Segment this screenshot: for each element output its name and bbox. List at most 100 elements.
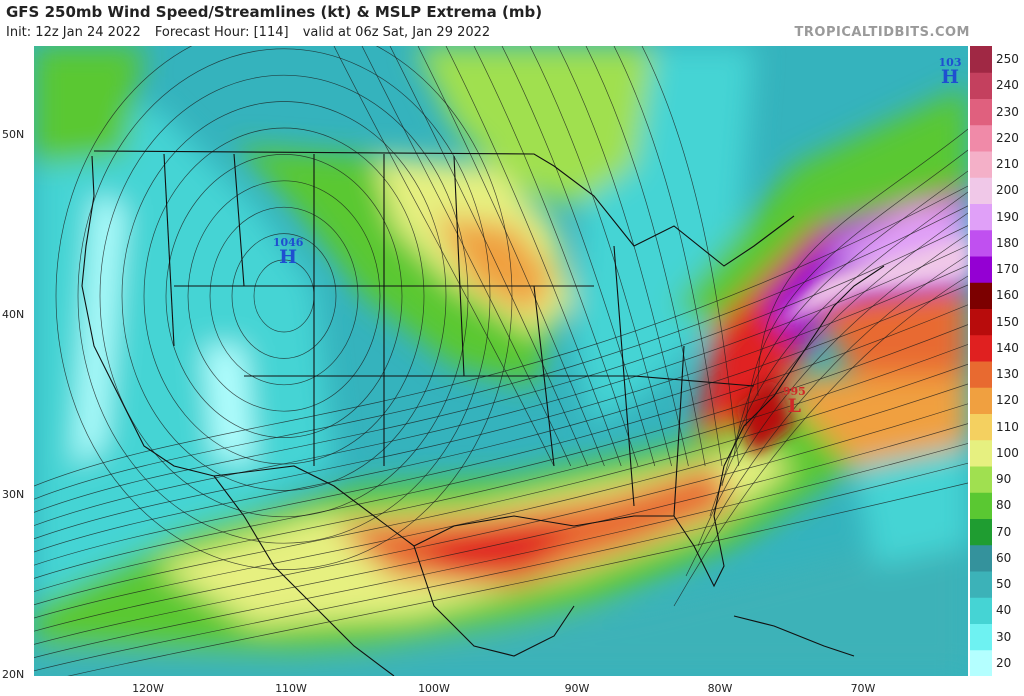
pressure-value: 1046: [272, 236, 304, 249]
streamline: [34, 423, 968, 645]
streamline: [187, 180, 381, 412]
streamline: [757, 128, 968, 397]
streamline: [585, 46, 706, 467]
colorbar-tick-label: 200: [996, 183, 1019, 198]
streamline: [529, 46, 672, 467]
streamline: [121, 101, 447, 491]
streamline: [34, 205, 968, 500]
colorbar-swatch: [970, 623, 992, 651]
lon-label: 100W: [418, 682, 450, 695]
streamline: [34, 443, 968, 658]
pressure-value: 103: [938, 56, 962, 69]
colorbar-swatch: [970, 98, 992, 126]
streamline: [34, 383, 968, 619]
lon-label: 90W: [564, 682, 590, 695]
streamline: [34, 462, 968, 672]
colorbar: [970, 46, 992, 677]
colorbar-swatch: [970, 387, 992, 414]
colorbar-swatch: [970, 177, 992, 204]
wind-map: [34, 46, 968, 676]
lon-label: 70W: [850, 682, 876, 695]
colorbar-tick-label: 20: [996, 655, 1012, 670]
colorbar-tick-label: 190: [996, 209, 1019, 224]
colorbar-tick-label: 210: [996, 157, 1019, 172]
colorbar-swatch: [970, 46, 992, 73]
colorbar-swatch: [970, 282, 992, 309]
streamline: [501, 46, 656, 467]
colorbar-tick-label: 50: [996, 577, 1012, 592]
streamline: [231, 233, 337, 359]
high-pressure-center: 103 H: [934, 57, 966, 87]
colorbar-swatch: [970, 544, 992, 572]
colorbar-tick-label: 130: [996, 367, 1019, 382]
colorbar-swatch: [970, 308, 992, 336]
pressure-symbol: H: [279, 246, 298, 268]
streamline: [641, 46, 740, 467]
pressure-symbol: H: [941, 66, 959, 88]
colorbar-swatch: [970, 518, 992, 546]
boundaries: [81, 150, 885, 676]
lat-label: 20N: [2, 668, 25, 681]
init-time: Init: 12z Jan 24 2022: [6, 25, 141, 40]
colorbar-tick-label: 230: [996, 104, 1019, 119]
colorbar-tick-label: 170: [996, 262, 1019, 277]
streamline: [445, 46, 622, 467]
colorbar-swatch: [970, 72, 992, 99]
streamline: [473, 46, 639, 467]
streamline: [209, 206, 359, 386]
streamline: [67, 482, 968, 676]
streamline: [389, 46, 588, 467]
lat-label: 40N: [2, 308, 25, 321]
colorbar-swatch: [970, 229, 992, 257]
colorbar-tick-label: 240: [996, 78, 1019, 93]
colorbar-tick-label: 110: [996, 419, 1019, 434]
colorbar-tick-label: 220: [996, 130, 1019, 145]
colorbar-swatch: [970, 597, 992, 624]
streamline: [34, 245, 968, 526]
streamline: [673, 275, 968, 607]
streamline: [34, 284, 968, 553]
pressure-value: 995: [782, 385, 806, 399]
colorbar-tick-label: 80: [996, 498, 1012, 513]
lon-label: 120W: [132, 682, 164, 695]
colorbar-swatch: [970, 413, 992, 441]
colorbar-tick-label: 70: [996, 524, 1012, 539]
colorbar-tick-label: 160: [996, 288, 1019, 303]
map-subtitle: Init: 12z Jan 24 2022 Forecast Hour: [11…: [6, 25, 500, 40]
valid-time: valid at 06z Sat, Jan 29 2022: [302, 25, 491, 40]
colorbar-swatch: [970, 151, 992, 178]
colorbar-swatch: [970, 649, 992, 677]
streamline: [34, 324, 968, 579]
streamline: [417, 46, 605, 467]
high-pressure-center: 1046 H: [272, 237, 304, 267]
streamline: [745, 149, 968, 427]
colorbar-swatch: [970, 439, 992, 467]
colorbar-tick-label: 250: [996, 52, 1019, 67]
colorbar-swatch: [970, 124, 992, 152]
streamline: [733, 170, 968, 457]
streamline: [721, 191, 968, 487]
colorbar-swatch: [970, 492, 992, 519]
streamline: [333, 46, 555, 467]
streamlines: [34, 46, 968, 676]
header: GFS 250mb Wind Speed/Streamlines (kt) & …: [0, 0, 1024, 46]
streamline: [55, 46, 513, 570]
source-credit: TROPICALTIDBITS.COM: [794, 25, 970, 40]
colorbar-tick-label: 60: [996, 550, 1012, 565]
lon-label: 110W: [275, 682, 307, 695]
colorbar-tick-label: 180: [996, 235, 1019, 250]
streamline: [34, 304, 968, 566]
map-title: GFS 250mb Wind Speed/Streamlines (kt) & …: [6, 3, 543, 21]
streamline: [34, 264, 968, 540]
streamline: [34, 363, 968, 606]
lat-label: 50N: [2, 128, 25, 141]
colorbar-swatch: [970, 466, 992, 493]
streamline: [165, 154, 403, 438]
streamline: [709, 212, 968, 517]
streamline: [77, 48, 491, 544]
colorbar-swatch: [970, 334, 992, 362]
colorbar-tick-label: 140: [996, 340, 1019, 355]
forecast-hour: Forecast Hour: [114]: [154, 25, 289, 40]
pressure-symbol: L: [787, 395, 802, 418]
colorbar-tick-label: 40: [996, 603, 1012, 618]
